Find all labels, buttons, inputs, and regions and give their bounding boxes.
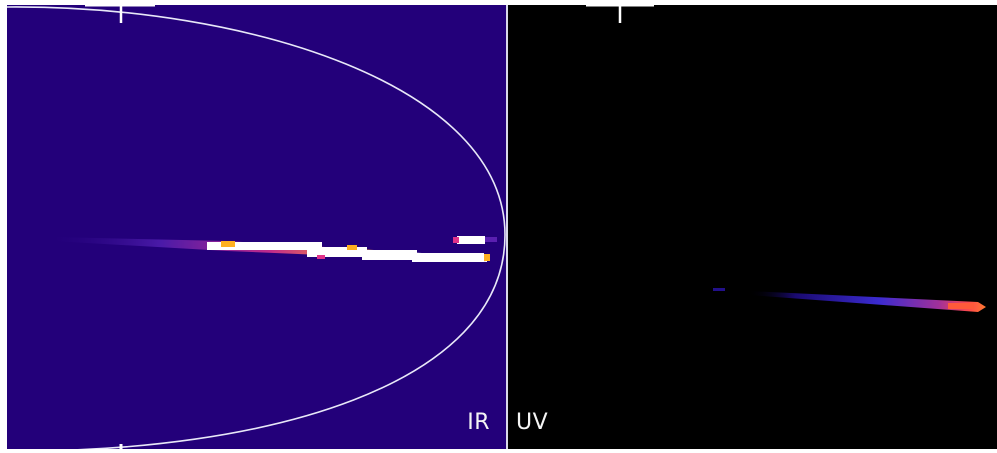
ir-jet-core-4 — [412, 253, 484, 262]
uv-background — [508, 5, 997, 449]
uv-label: UV — [516, 410, 549, 435]
panel-divider — [506, 5, 508, 449]
ir-jet-core-2 — [307, 247, 367, 257]
ir-jet-knot — [457, 236, 485, 244]
uv-image — [508, 5, 997, 449]
ir-panel: IR — [7, 5, 506, 449]
ir-background — [7, 5, 506, 449]
ir-jet-hot-1 — [221, 241, 235, 247]
ir-jet-knot-tail — [485, 237, 497, 242]
uv-jet-head — [948, 303, 974, 309]
ir-jet-core-1 — [207, 242, 322, 250]
uv-faint-knot — [713, 288, 725, 291]
ir-jet-hot-3 — [317, 255, 325, 259]
ir-jet-hot-2 — [347, 245, 357, 250]
ir-jet-core-3 — [362, 250, 417, 260]
uv-panel: UV — [508, 5, 997, 449]
ir-label: IR — [467, 410, 490, 435]
uv-jet-streak — [748, 291, 986, 312]
ir-jet-hot-4 — [484, 254, 490, 261]
ir-ellipse-outline — [7, 6, 506, 449]
ir-jet-knot-edge — [453, 237, 459, 243]
ir-image — [7, 5, 506, 449]
